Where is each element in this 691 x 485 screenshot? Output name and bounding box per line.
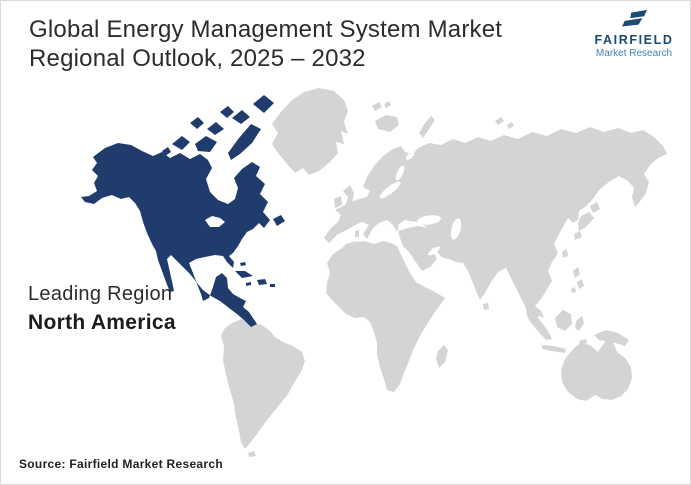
logo-name: FAIRFIELD (594, 33, 674, 47)
map-north-america-mainland (81, 143, 270, 327)
page-title-line1: Global Energy Management System Market (29, 16, 503, 43)
map-arctic-isle (384, 101, 391, 108)
leading-region-label: Leading Region (28, 283, 173, 305)
water-bodies (205, 152, 462, 256)
page-title-line2: Regional Outlook, 2025 – 2032 (29, 45, 366, 72)
map-taiwan (562, 249, 568, 258)
map-caspian-sea (450, 218, 462, 240)
map-hokkaido (590, 202, 600, 213)
map-puerto-rico (270, 284, 275, 287)
map-jamaica (246, 282, 251, 286)
map-philippines (577, 279, 584, 289)
map-tierra-del-fuego (248, 451, 256, 457)
map-united-kingdom (343, 185, 354, 207)
map-philippines (573, 267, 580, 278)
map-java (542, 345, 566, 353)
map-borneo (555, 310, 572, 331)
map-arctic-isle (419, 116, 435, 138)
map-gulf-of-bothnia (395, 165, 405, 181)
map-white-sea (405, 152, 415, 160)
map-new-guinea (594, 330, 629, 346)
leading-region-annotation: Leading Region North America (28, 283, 176, 335)
map-arctic-island (195, 136, 217, 152)
map-baffin-island (228, 124, 261, 160)
logo-tagline: Market Research (595, 48, 673, 59)
map-arctic-island (172, 136, 190, 150)
map-iceland (375, 115, 399, 132)
map-arctic-island (190, 117, 204, 129)
source-attribution: Source: Fairfield Market Research (19, 457, 223, 471)
map-baltic-sea (379, 181, 401, 199)
map-arctic-isle (495, 117, 504, 125)
map-great-lakes (205, 216, 225, 227)
map-sardinia (355, 230, 359, 237)
map-arctic-island (232, 110, 250, 124)
map-sumatra (526, 310, 552, 340)
map-kyushu (574, 231, 582, 240)
map-madagascar (436, 345, 448, 368)
map-sakhalin (586, 173, 594, 199)
title-block: Global Energy Management System Market R… (29, 15, 502, 73)
map-greenland (272, 88, 348, 175)
map-cuba (235, 271, 253, 278)
map-black-sea (417, 215, 441, 225)
fairfield-flag-icon (622, 9, 647, 27)
fairfield-logo: FAIRFIELD Market Research (586, 8, 682, 59)
map-bahamas (240, 262, 246, 266)
other-continents (221, 88, 667, 457)
map-arctic-island (207, 122, 224, 135)
leading-region-name: North America (28, 311, 176, 334)
map-eurasia (324, 127, 667, 320)
map-sri-lanka (483, 303, 489, 310)
map-arctic-island (220, 106, 234, 118)
north-america-highlighted (81, 95, 285, 327)
map-australia (561, 339, 632, 401)
map-arctic-isle (372, 102, 382, 111)
map-honshu (578, 212, 594, 231)
map-south-america (221, 319, 305, 449)
map-sulawesi (575, 316, 584, 331)
map-arctic-island (162, 147, 171, 156)
map-ireland (334, 196, 342, 208)
map-newfoundland (273, 215, 285, 226)
map-philippines (571, 287, 576, 293)
map-sicily (364, 244, 371, 249)
map-africa (326, 241, 445, 392)
map-arctic-isle (507, 122, 514, 129)
map-ellesmere-island (253, 95, 274, 113)
map-persian-gulf (428, 246, 440, 256)
map-hispaniola (257, 279, 267, 285)
